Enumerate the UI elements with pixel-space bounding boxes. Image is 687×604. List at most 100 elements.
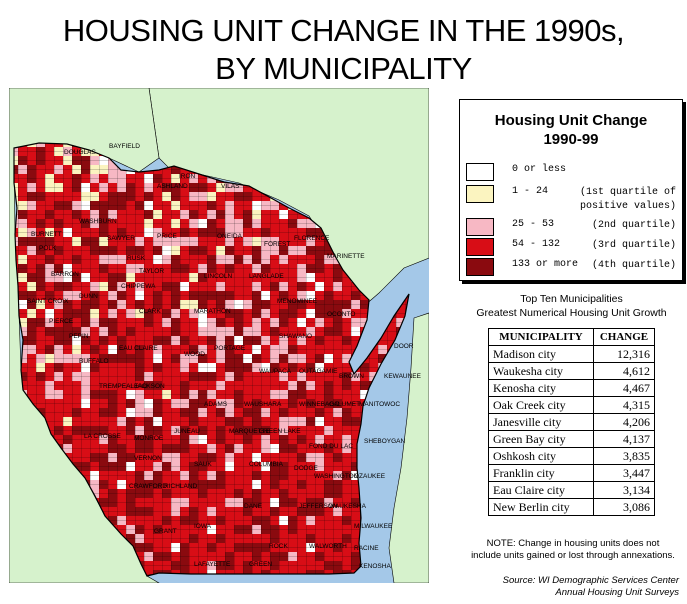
county-label: WOOD <box>184 351 205 358</box>
county-label: PORTAGE <box>214 345 246 352</box>
table-row: Eau Claire city 3,134 <box>488 481 655 499</box>
county-label: WALWORTH <box>309 543 347 550</box>
county-label: VILAS <box>221 183 240 190</box>
table-row: Oshkosh city 3,835 <box>488 447 655 465</box>
county-label: MARATHON <box>194 308 231 315</box>
municipality-cell: Madison city <box>488 345 594 363</box>
county-label: POLK <box>39 245 57 252</box>
county-label: VERNON <box>134 455 162 462</box>
change-cell: 3,835 <box>593 447 655 465</box>
county-label: PEPIN <box>69 333 89 340</box>
county-label: ONEIDA <box>217 233 243 240</box>
legend-range: 1 - 24 <box>512 186 549 197</box>
change-cell: 4,206 <box>593 413 655 431</box>
legend-quartile: (4th quartile) <box>591 260 676 271</box>
legend-subtitle: 1990-99 <box>543 131 599 148</box>
county-label: MARINETTE <box>327 253 365 260</box>
county-label: WAUKESHA <box>329 503 367 510</box>
column-header-change: CHANGE <box>593 328 655 346</box>
legend-range: 133 or more <box>512 259 579 270</box>
table-subtitle: Greatest Numerical Housing Unit Growth <box>476 307 667 319</box>
legend-item: 0 or less <box>466 163 678 181</box>
county-labels: DOUGLAS BAYFIELD ASHLAND IRON VILAS BURNETT WA… <box>27 143 422 570</box>
table-row: Waukesha city 4,612 <box>488 362 655 380</box>
change-cell: 4,315 <box>593 396 655 414</box>
county-label: OUTAGAMIE <box>299 368 338 375</box>
county-label: DANE <box>244 503 263 510</box>
county-label: CHIPPEWA <box>121 283 156 290</box>
county-label: ROCK <box>269 543 288 550</box>
county-label: OCONTO <box>327 311 355 318</box>
legend-range: 25 - 53 <box>512 219 555 230</box>
county-label: LA CROSSE <box>84 433 122 440</box>
municipality-cell: New Berlin city <box>488 498 594 516</box>
change-cell: 4,137 <box>593 430 655 448</box>
column-header-municipality: MUNICIPALITY <box>488 328 594 346</box>
county-label: SHEBOYGAN <box>364 438 405 445</box>
legend-swatch <box>466 163 494 181</box>
county-label: KENOSHA <box>359 563 391 570</box>
county-label: ADAMS <box>204 401 228 408</box>
county-label: BUFFALO <box>79 358 109 365</box>
municipality-cell: Eau Claire city <box>488 481 594 499</box>
wisconsin-choropleth-map: DOUGLAS BAYFIELD ASHLAND IRON VILAS BURNETT WA… <box>9 88 429 583</box>
municipality-cell: Kenosha city <box>488 379 594 397</box>
legend-range: 54 - 132 <box>512 239 561 250</box>
county-label: CRAWFORD <box>129 483 167 490</box>
table-row: Oak Creek city 4,315 <box>488 396 655 414</box>
legend-swatch <box>466 238 494 256</box>
county-label: FOND DU LAC <box>309 443 353 450</box>
map-title-line-1: HOUSING UNIT CHANGE IN THE 1990s, <box>62 13 625 48</box>
county-label: COLUMBIA <box>249 461 284 468</box>
county-label: JUNEAU <box>174 428 200 435</box>
municipality-cell: Oshkosh city <box>488 447 594 465</box>
top-ten-table: MUNICIPALITY CHANGE Madison city 12,316 W… <box>488 328 655 516</box>
county-label: SHAWANO <box>279 333 312 340</box>
change-cell: 4,467 <box>593 379 655 397</box>
county-label: CLARK <box>139 308 161 315</box>
county-label: TAYLOR <box>139 268 164 275</box>
county-label: LINCOLN <box>204 273 232 280</box>
municipality-cell: Oak Creek city <box>488 396 594 414</box>
county-label: WAUSHARA <box>244 401 282 408</box>
table-row: Green Bay city 4,137 <box>488 430 655 448</box>
county-label: GREEN LAKE <box>259 428 301 435</box>
county-label: WAUPACA <box>259 368 292 375</box>
county-label: WASHBURN <box>79 218 117 225</box>
county-label: GRANT <box>154 528 177 535</box>
county-label: MENOMINEE <box>277 298 318 305</box>
county-label: DODGE <box>294 465 319 472</box>
county-label: MANITOWOC <box>359 401 400 408</box>
county-label: LAFAYETTE <box>194 561 231 568</box>
county-label: KEWAUNEE <box>384 373 422 380</box>
table-row: Madison city 12,316 <box>488 345 655 363</box>
county-label: PIERCE <box>49 318 74 325</box>
municipality-cell: Franklin city <box>488 464 594 482</box>
county-label: RACINE <box>354 545 379 552</box>
legend-quartile: (3rd quartile) <box>591 240 676 251</box>
county-label: SAUK <box>194 461 212 468</box>
county-label: SAWYER <box>107 235 135 242</box>
table-header-row: MUNICIPALITY CHANGE <box>488 328 655 346</box>
legend-item: 54 - 132 (3rd quartile) <box>466 238 678 256</box>
county-label: FOREST <box>264 241 290 248</box>
legend-range: 0 or less <box>512 164 567 175</box>
legend-item: 25 - 53 (2nd quartile) <box>466 218 678 236</box>
county-label: GREEN <box>249 561 272 568</box>
county-label: JEFFERSON <box>299 503 338 510</box>
legend-item: 1 - 24 (1st quartile of positive values) <box>466 185 678 215</box>
county-label: WASHINGTON <box>314 473 359 480</box>
county-label: WINNEBAGO <box>299 401 339 408</box>
source-line-2: Annual Housing Unit Surveys <box>555 587 679 598</box>
note-line-1: NOTE: Change in housing units does not <box>486 538 660 549</box>
change-cell: 3,447 <box>593 464 655 482</box>
legend-item: 133 or more (4th quartile) <box>466 258 678 276</box>
county-label: BURNETT <box>31 231 62 238</box>
county-label: OZAUKEE <box>354 473 386 480</box>
legend-quartile: (1st quartile of positive values) <box>579 187 676 212</box>
county-label: DOOR <box>394 343 414 350</box>
legend: Housing Unit Change 1990-99 0 or less 1 … <box>459 99 683 281</box>
county-label: BAYFIELD <box>109 143 140 150</box>
county-label: EAU CLAIRE <box>119 345 158 352</box>
municipality-cell: Green Bay city <box>488 430 594 448</box>
